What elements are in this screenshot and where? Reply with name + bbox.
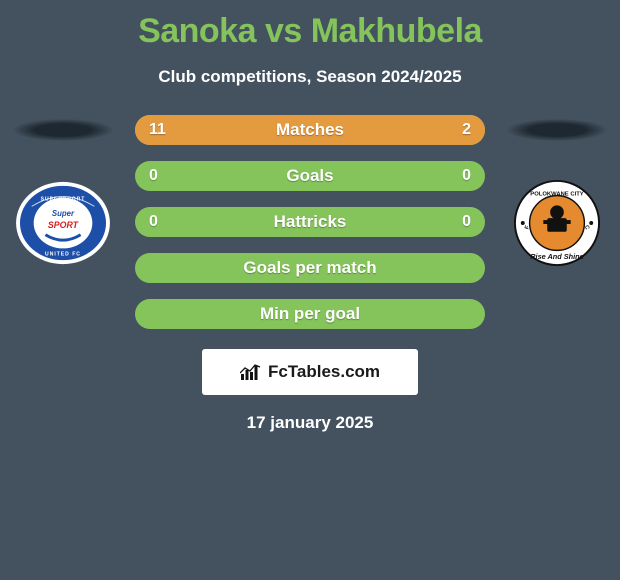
supersport-badge-icon: Super SPORT SUPERSPORT UNITED FC xyxy=(14,179,112,267)
player-left-photo-placeholder xyxy=(13,119,113,141)
player-left-column: Super SPORT SUPERSPORT UNITED FC xyxy=(8,115,118,267)
stat-bars: 112Matches 00Goals 00Hattricks Goals per ma… xyxy=(135,115,485,329)
page-subtitle: Club competitions, Season 2024/2025 xyxy=(0,67,620,87)
svg-text:Rise And Shine: Rise And Shine xyxy=(530,252,583,261)
stat-row: Goals per match xyxy=(135,253,485,283)
bar-chart-icon xyxy=(240,363,262,381)
svg-text:Super: Super xyxy=(52,209,75,218)
stat-row: Min per goal xyxy=(135,299,485,329)
stat-label: Goals per match xyxy=(135,253,485,283)
comparison-panel: Super SPORT SUPERSPORT UNITED FC xyxy=(0,115,620,433)
svg-text:POLOKWANE CITY: POLOKWANE CITY xyxy=(530,192,583,198)
player-right-column: POLOKWANE CITY F C Rise And Shine xyxy=(502,115,612,267)
player-right-photo-placeholder xyxy=(507,119,607,141)
attribution-text: FcTables.com xyxy=(268,362,380,382)
svg-text:SPORT: SPORT xyxy=(48,220,79,230)
polokwane-badge-icon: POLOKWANE CITY F C Rise And Shine xyxy=(508,179,606,267)
club-badge-right: POLOKWANE CITY F C Rise And Shine xyxy=(508,179,606,267)
stat-label: Matches xyxy=(135,115,485,145)
stat-row: 00Goals xyxy=(135,161,485,191)
page-title: Sanoka vs Makhubela xyxy=(0,0,620,51)
stat-row: 00Hattricks xyxy=(135,207,485,237)
svg-text:SUPERSPORT: SUPERSPORT xyxy=(41,197,86,203)
club-badge-left: Super SPORT SUPERSPORT UNITED FC xyxy=(14,179,112,267)
stat-row: 112Matches xyxy=(135,115,485,145)
attribution-badge: FcTables.com xyxy=(202,349,418,395)
stat-label: Hattricks xyxy=(135,207,485,237)
stat-label: Min per goal xyxy=(135,299,485,329)
snapshot-date: 17 january 2025 xyxy=(0,413,620,433)
stat-label: Goals xyxy=(135,161,485,191)
svg-text:UNITED FC: UNITED FC xyxy=(45,251,81,257)
